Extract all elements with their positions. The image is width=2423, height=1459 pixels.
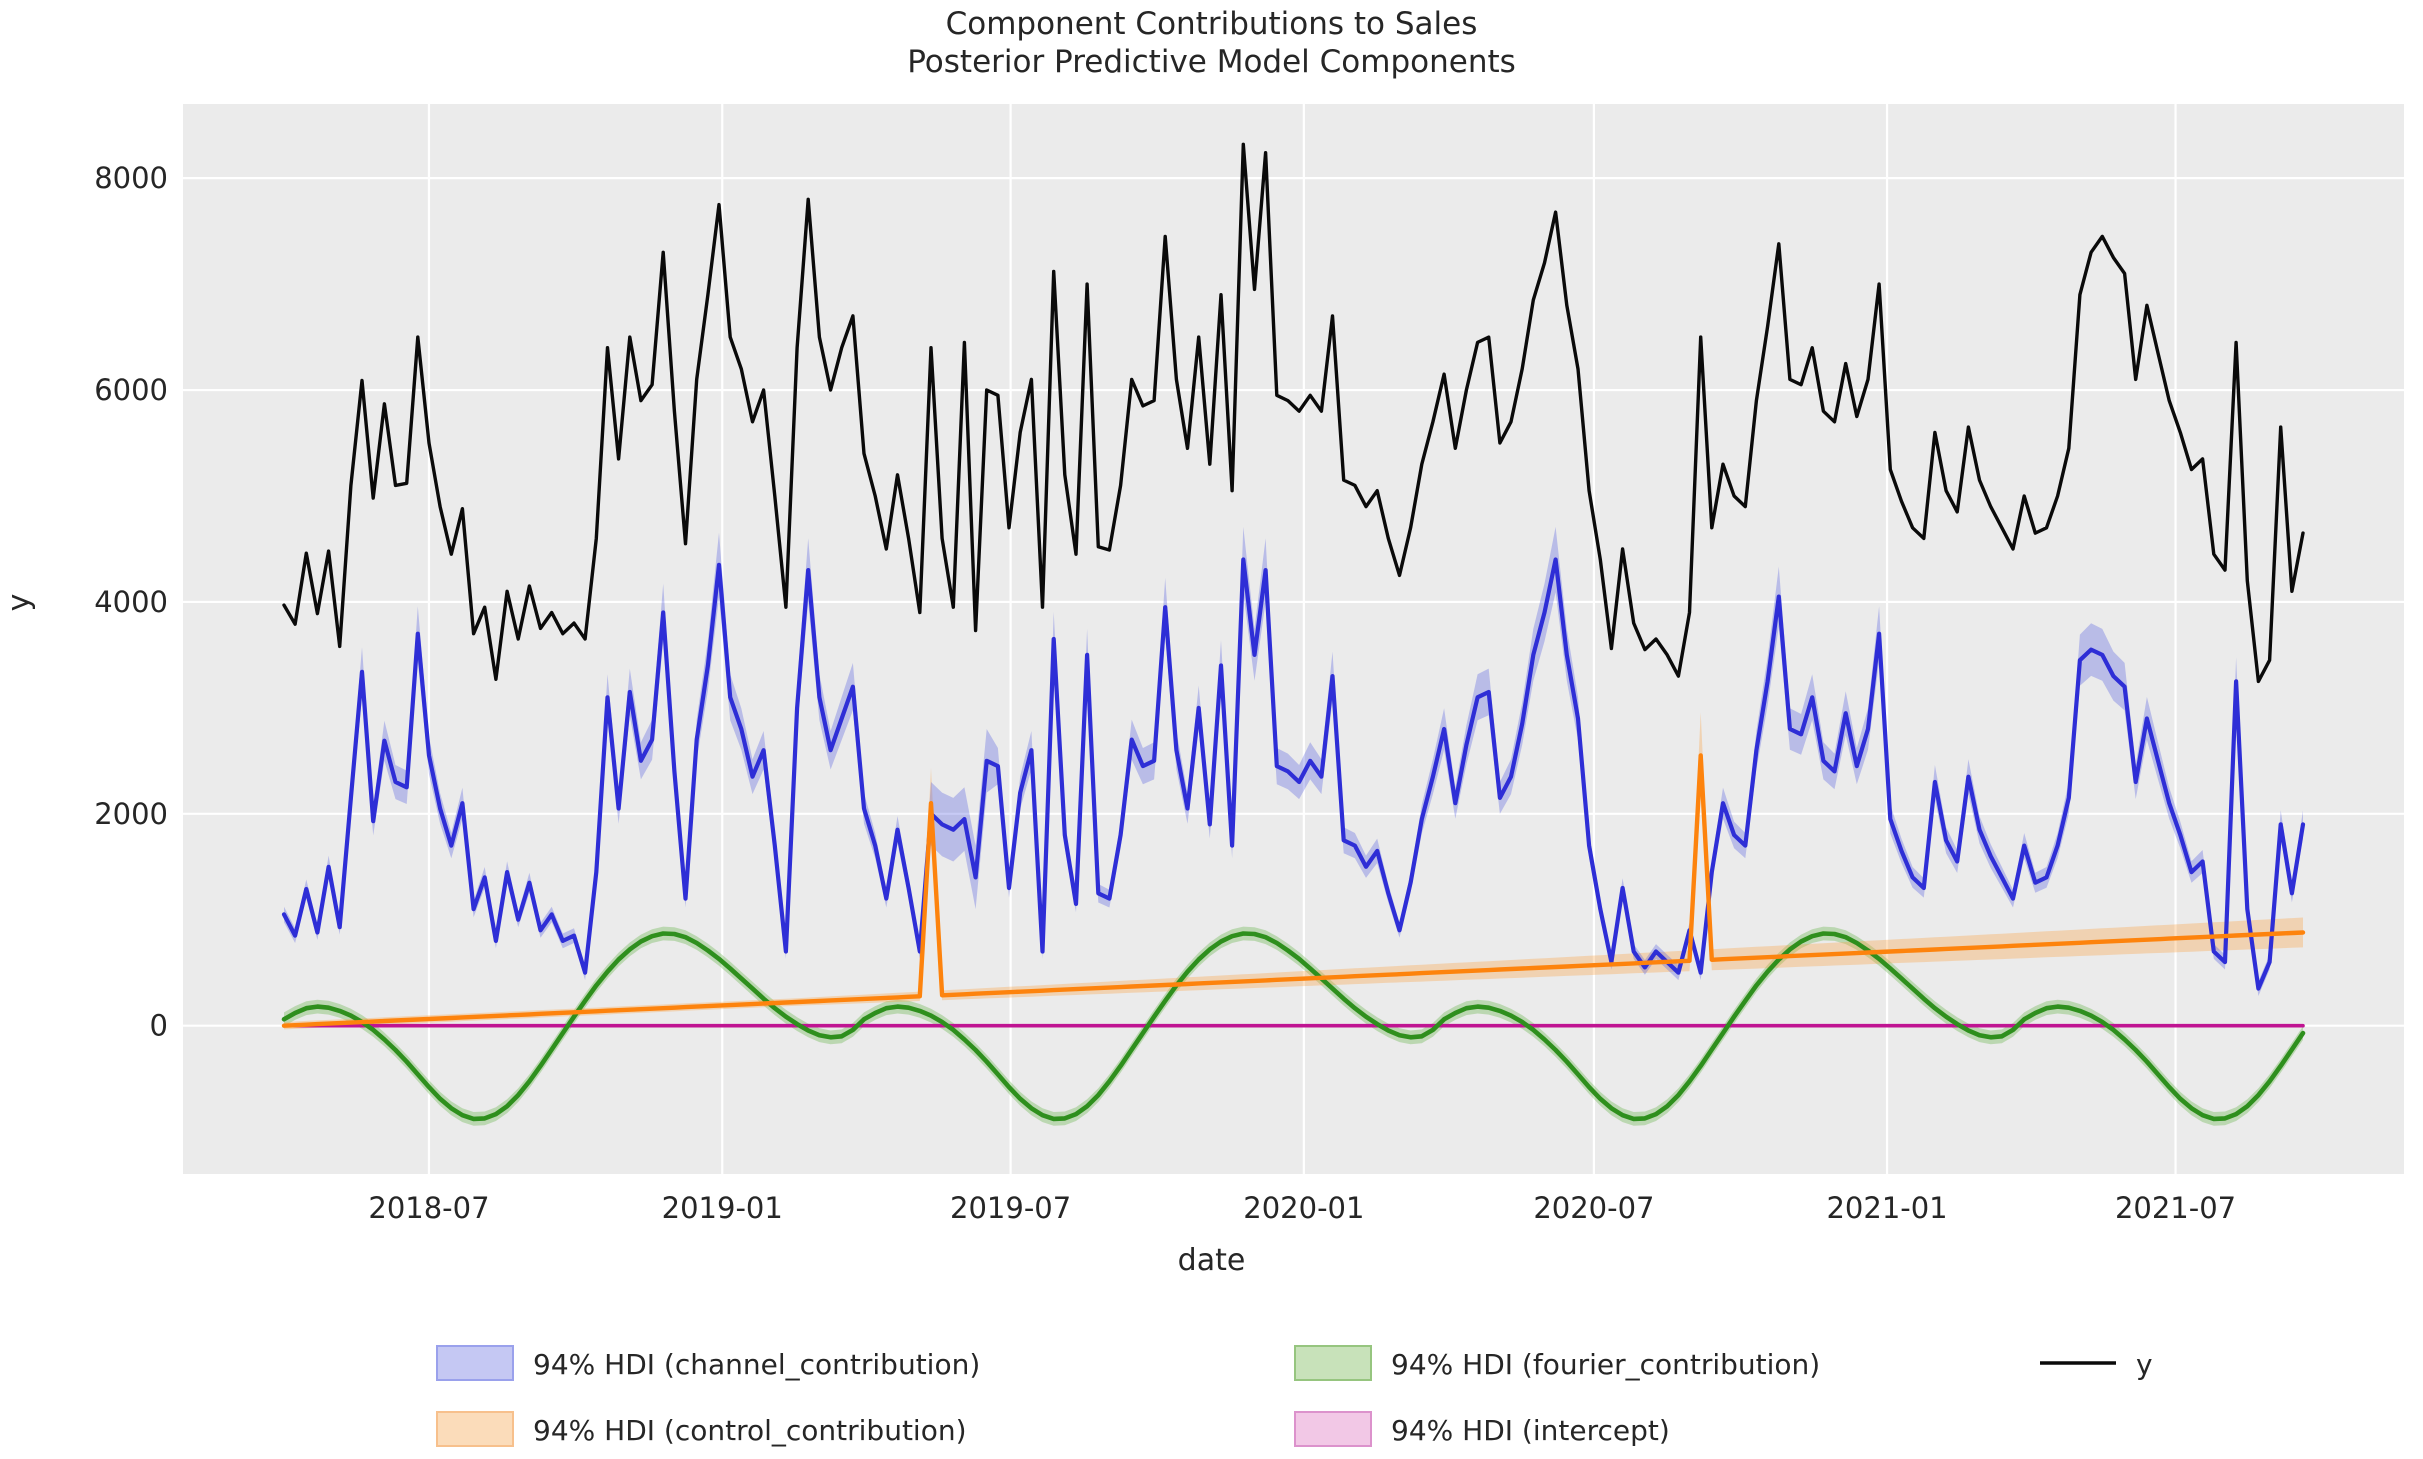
- y-tick-label: 4000: [94, 585, 168, 619]
- y-tick-label: 6000: [94, 373, 168, 407]
- x-tick-label: 2019-07: [950, 1191, 1071, 1225]
- x-tick-label: 2020-01: [1243, 1191, 1364, 1225]
- x-tick-label: 2018-07: [368, 1191, 489, 1225]
- fourier-line: [281, 931, 2306, 1122]
- control-hdi-band: [284, 712, 2303, 1030]
- series-lines: [281, 142, 2306, 1122]
- legend-label-fourier-hdi: 94% HDI (fourier_contribution): [1391, 1348, 1820, 1381]
- legend-label-y: y: [2136, 1348, 2153, 1381]
- y-line: [282, 142, 2305, 684]
- legend-label-channel-hdi: 94% HDI (channel_contribution): [533, 1348, 980, 1381]
- x-tick-label: 2021-01: [1826, 1191, 1947, 1225]
- legend-patch-intercept-hdi: [1294, 1411, 1372, 1447]
- chart-subtitle: Posterior Predictive Model Components: [907, 44, 1516, 80]
- legend: 94% HDI (channel_contribution) 94% HDI (…: [436, 1345, 2153, 1447]
- legend-label-intercept-hdi: 94% HDI (intercept): [1391, 1414, 1670, 1447]
- x-tick-label: 2019-01: [662, 1191, 783, 1225]
- y-axis-label: y: [1, 593, 37, 612]
- x-tick-label: 2021-07: [2115, 1191, 2236, 1225]
- x-axis-label: date: [1177, 1243, 1246, 1278]
- y-tick-label: 0: [150, 1009, 168, 1043]
- control-line: [281, 753, 2306, 1028]
- chart-title: Component Contributions to Sales: [945, 6, 1478, 42]
- channel-line: [281, 557, 2306, 991]
- legend-label-control-hdi: 94% HDI (control_contribution): [533, 1414, 967, 1447]
- axes-background: [183, 104, 2404, 1174]
- legend-patch-fourier-hdi: [1294, 1345, 1372, 1381]
- y-tick-label: 2000: [94, 797, 168, 831]
- grid-lines: [183, 104, 2404, 1174]
- x-tick-label: 2020-07: [1533, 1191, 1654, 1225]
- y-tick-label: 8000: [94, 161, 168, 195]
- legend-patch-control-hdi: [436, 1411, 514, 1447]
- legend-patch-channel-hdi: [436, 1345, 514, 1381]
- tick-labels: 0 2000 4000 6000 8000 2018-07 2019-01 2019-07 20…: [94, 161, 2236, 1225]
